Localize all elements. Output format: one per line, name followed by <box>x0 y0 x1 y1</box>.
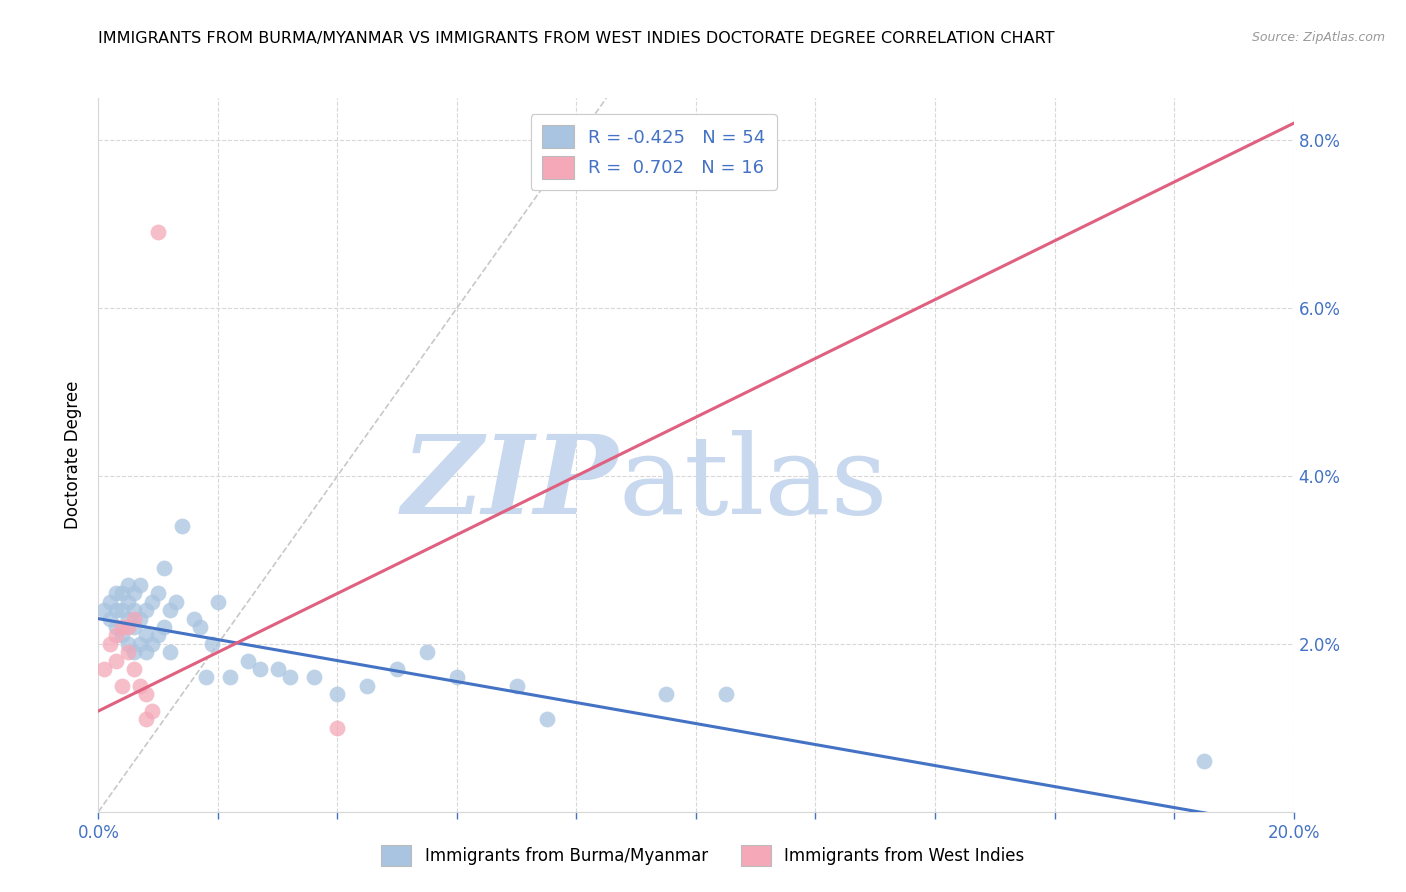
Point <box>188 620 211 634</box>
Text: atlas: atlas <box>619 430 889 537</box>
Point <box>219 670 242 684</box>
Point <box>416 645 439 659</box>
Point <box>201 637 224 651</box>
Point <box>129 612 152 626</box>
Point <box>302 670 325 684</box>
Point <box>111 679 134 693</box>
Point <box>105 603 128 617</box>
Point <box>124 612 146 626</box>
Point <box>117 620 139 634</box>
Point <box>93 662 115 676</box>
Point <box>111 620 134 634</box>
Point <box>326 687 349 701</box>
Y-axis label: Doctorate Degree: Doctorate Degree <box>65 381 83 529</box>
Text: IMMIGRANTS FROM BURMA/MYANMAR VS IMMIGRANTS FROM WEST INDIES DOCTORATE DEGREE CO: IMMIGRANTS FROM BURMA/MYANMAR VS IMMIGRA… <box>98 31 1054 46</box>
Point <box>117 612 139 626</box>
Point <box>148 586 170 600</box>
Point <box>129 679 152 693</box>
Point <box>172 519 194 533</box>
Text: ZIP: ZIP <box>402 430 619 537</box>
Point <box>100 637 122 651</box>
Legend: R = -0.425   N = 54, R =  0.702   N = 16: R = -0.425 N = 54, R = 0.702 N = 16 <box>530 114 776 190</box>
Point <box>446 670 468 684</box>
Point <box>385 662 409 676</box>
Point <box>326 721 349 735</box>
Point <box>117 645 139 659</box>
Text: Source: ZipAtlas.com: Source: ZipAtlas.com <box>1251 31 1385 45</box>
Point <box>159 603 181 617</box>
Point <box>148 628 170 642</box>
Point <box>267 662 290 676</box>
Point <box>117 595 139 609</box>
Point <box>655 687 678 701</box>
Point <box>124 620 146 634</box>
Point <box>105 620 128 634</box>
Point <box>105 628 128 642</box>
Point <box>506 679 529 693</box>
Point <box>100 612 122 626</box>
Point <box>195 670 218 684</box>
Point <box>714 687 737 701</box>
Point <box>111 586 134 600</box>
Point <box>117 637 139 651</box>
Point <box>105 654 128 668</box>
Point <box>165 595 187 609</box>
Point <box>105 586 128 600</box>
Point <box>183 612 205 626</box>
Point <box>1192 755 1215 769</box>
Point <box>135 603 157 617</box>
Point <box>356 679 378 693</box>
Point <box>141 637 163 651</box>
Point <box>135 687 157 701</box>
Point <box>124 662 146 676</box>
Point <box>278 670 301 684</box>
Point <box>135 645 157 659</box>
Legend: Immigrants from Burma/Myanmar, Immigrants from West Indies: Immigrants from Burma/Myanmar, Immigrant… <box>373 837 1033 875</box>
Point <box>135 712 157 726</box>
Point <box>153 620 176 634</box>
Point <box>148 226 170 240</box>
Point <box>249 662 271 676</box>
Point <box>129 637 152 651</box>
Point <box>124 586 146 600</box>
Point <box>93 603 115 617</box>
Point <box>124 603 146 617</box>
Point <box>100 595 122 609</box>
Point <box>111 603 134 617</box>
Point <box>111 628 134 642</box>
Point <box>117 578 139 592</box>
Point <box>141 704 163 718</box>
Point <box>153 561 176 575</box>
Point <box>536 712 558 726</box>
Point <box>236 654 259 668</box>
Point <box>124 645 146 659</box>
Point <box>207 595 229 609</box>
Point <box>141 595 163 609</box>
Point <box>129 578 152 592</box>
Point <box>135 628 157 642</box>
Point <box>159 645 181 659</box>
